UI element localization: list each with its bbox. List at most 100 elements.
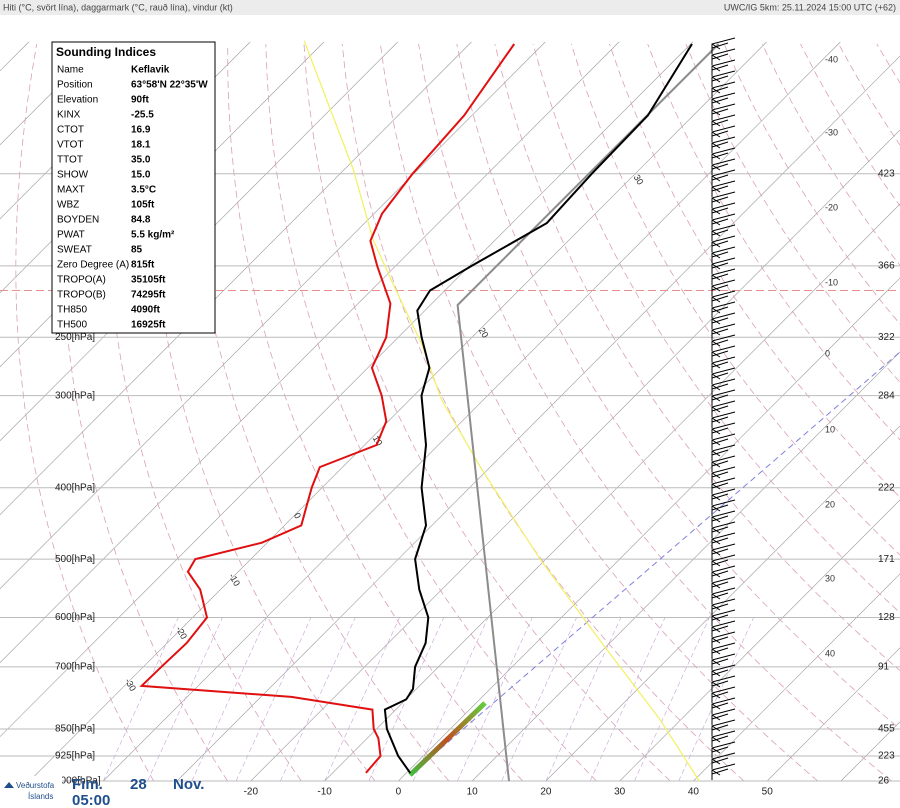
altitude-label: 284 xyxy=(878,390,895,401)
wind-barb xyxy=(711,598,736,615)
mixing-ratio-line xyxy=(280,617,356,782)
isotherm xyxy=(767,647,900,782)
wind-barb xyxy=(711,400,736,417)
wind-barb xyxy=(711,730,736,747)
right-temp-label: -30 xyxy=(825,127,838,137)
wind-barb xyxy=(711,268,736,285)
isotherm xyxy=(619,499,900,782)
altitude-label: 26 xyxy=(878,776,890,787)
isotherm xyxy=(176,55,900,782)
parcel-line xyxy=(409,351,900,776)
y-tick-label: 700[hPa] xyxy=(55,661,95,672)
wind-barb xyxy=(711,224,736,241)
right-temp-label: 0 xyxy=(825,348,830,358)
altitude-label: 322 xyxy=(878,332,895,343)
x-tick-label: 50 xyxy=(762,787,774,798)
index-label: CTOT xyxy=(57,125,84,136)
isotherm xyxy=(693,573,900,782)
wind-barb xyxy=(711,499,736,516)
wind-barb xyxy=(711,609,736,626)
logo-icon xyxy=(4,782,14,788)
index-value: -25.5 xyxy=(131,110,154,121)
wind-barb xyxy=(711,631,736,648)
mixing-ratio-line xyxy=(501,617,577,782)
index-label: TROPO(A) xyxy=(57,275,106,286)
x-tick-label: 20 xyxy=(540,787,552,798)
wind-barb xyxy=(711,180,736,197)
wind-barb xyxy=(711,466,736,483)
wind-barb xyxy=(711,422,736,439)
wind-barb xyxy=(711,301,736,318)
dry-adiabat xyxy=(456,43,900,730)
wind-barb xyxy=(711,257,736,274)
altitude-label: 366 xyxy=(878,260,895,271)
index-value: 35.0 xyxy=(131,155,151,166)
mixing-ratio-line xyxy=(457,617,533,782)
altitude-label: 455 xyxy=(878,724,895,735)
wind-barb xyxy=(711,312,736,329)
isotherm xyxy=(471,351,900,782)
wind-barb xyxy=(711,697,736,714)
wind-barb xyxy=(711,235,736,252)
curve-label: -30 xyxy=(123,677,138,693)
x-tick-label: 40 xyxy=(688,787,700,798)
wind-barb xyxy=(711,70,736,87)
mixing-ratio-line xyxy=(545,617,622,782)
profile-line xyxy=(303,40,700,782)
y-tick-label: 250[hPa] xyxy=(55,332,95,343)
index-label: TTOT xyxy=(57,155,83,166)
y-tick-label: 1000[hPa] xyxy=(55,776,101,787)
curve-label: 20 xyxy=(477,326,491,340)
isotherm xyxy=(0,41,546,590)
index-value: 90ft xyxy=(131,95,149,106)
isotherm xyxy=(398,277,900,782)
wind-barb xyxy=(711,136,736,153)
index-value: 16925ft xyxy=(131,320,166,331)
isotherm xyxy=(840,721,900,782)
wind-barb xyxy=(711,488,736,505)
wind-barb xyxy=(711,642,736,659)
wind-barb xyxy=(711,48,736,65)
altitude-label: 223 xyxy=(878,751,895,762)
header-right: UWC/IG 5km: 25.11.2024 15:00 UTC (+62) xyxy=(724,2,896,12)
x-tick-label: -20 xyxy=(244,787,259,798)
wind-barb xyxy=(711,290,736,307)
dry-adiabat xyxy=(647,43,900,441)
wind-barb xyxy=(711,125,736,142)
index-label: TH500 xyxy=(57,320,87,331)
dry-adiabat xyxy=(570,43,900,556)
wind-barb xyxy=(711,576,736,593)
wind-barb xyxy=(711,103,736,120)
logo-bg xyxy=(0,776,62,808)
altitude-label: 128 xyxy=(878,612,895,623)
isotherm xyxy=(0,41,620,664)
dry-adiabat xyxy=(341,43,745,782)
x-tick-label: 0 xyxy=(396,787,402,798)
right-temp-label: -20 xyxy=(825,202,838,212)
curve-label: 0 xyxy=(292,511,303,520)
y-tick-label: 300[hPa] xyxy=(55,390,95,401)
curve-label: -10 xyxy=(227,572,242,588)
index-value: 84.8 xyxy=(131,215,151,226)
right-temp-label: 30 xyxy=(825,573,835,583)
y-tick-label: 500[hPa] xyxy=(55,554,95,565)
logo-line: Íslands xyxy=(28,792,53,801)
dry-adiabat xyxy=(685,43,900,383)
wind-barb xyxy=(711,323,736,340)
dry-adiabat xyxy=(838,43,900,146)
index-value: 105ft xyxy=(131,200,155,211)
right-temp-label: 40 xyxy=(825,648,835,658)
index-value: 5.5 kg/m² xyxy=(131,230,175,241)
wind-barb xyxy=(711,444,736,461)
dry-adiabat xyxy=(609,43,900,498)
dry-adiabat xyxy=(532,43,900,614)
right-temp-label: -40 xyxy=(825,54,838,64)
isotherm xyxy=(324,203,900,782)
wind-barb xyxy=(711,147,736,164)
isotherm xyxy=(0,41,398,442)
wind-barb xyxy=(711,543,736,560)
header-bar xyxy=(0,0,900,15)
wind-barb xyxy=(711,477,736,494)
right-temp-label: 20 xyxy=(825,499,835,509)
